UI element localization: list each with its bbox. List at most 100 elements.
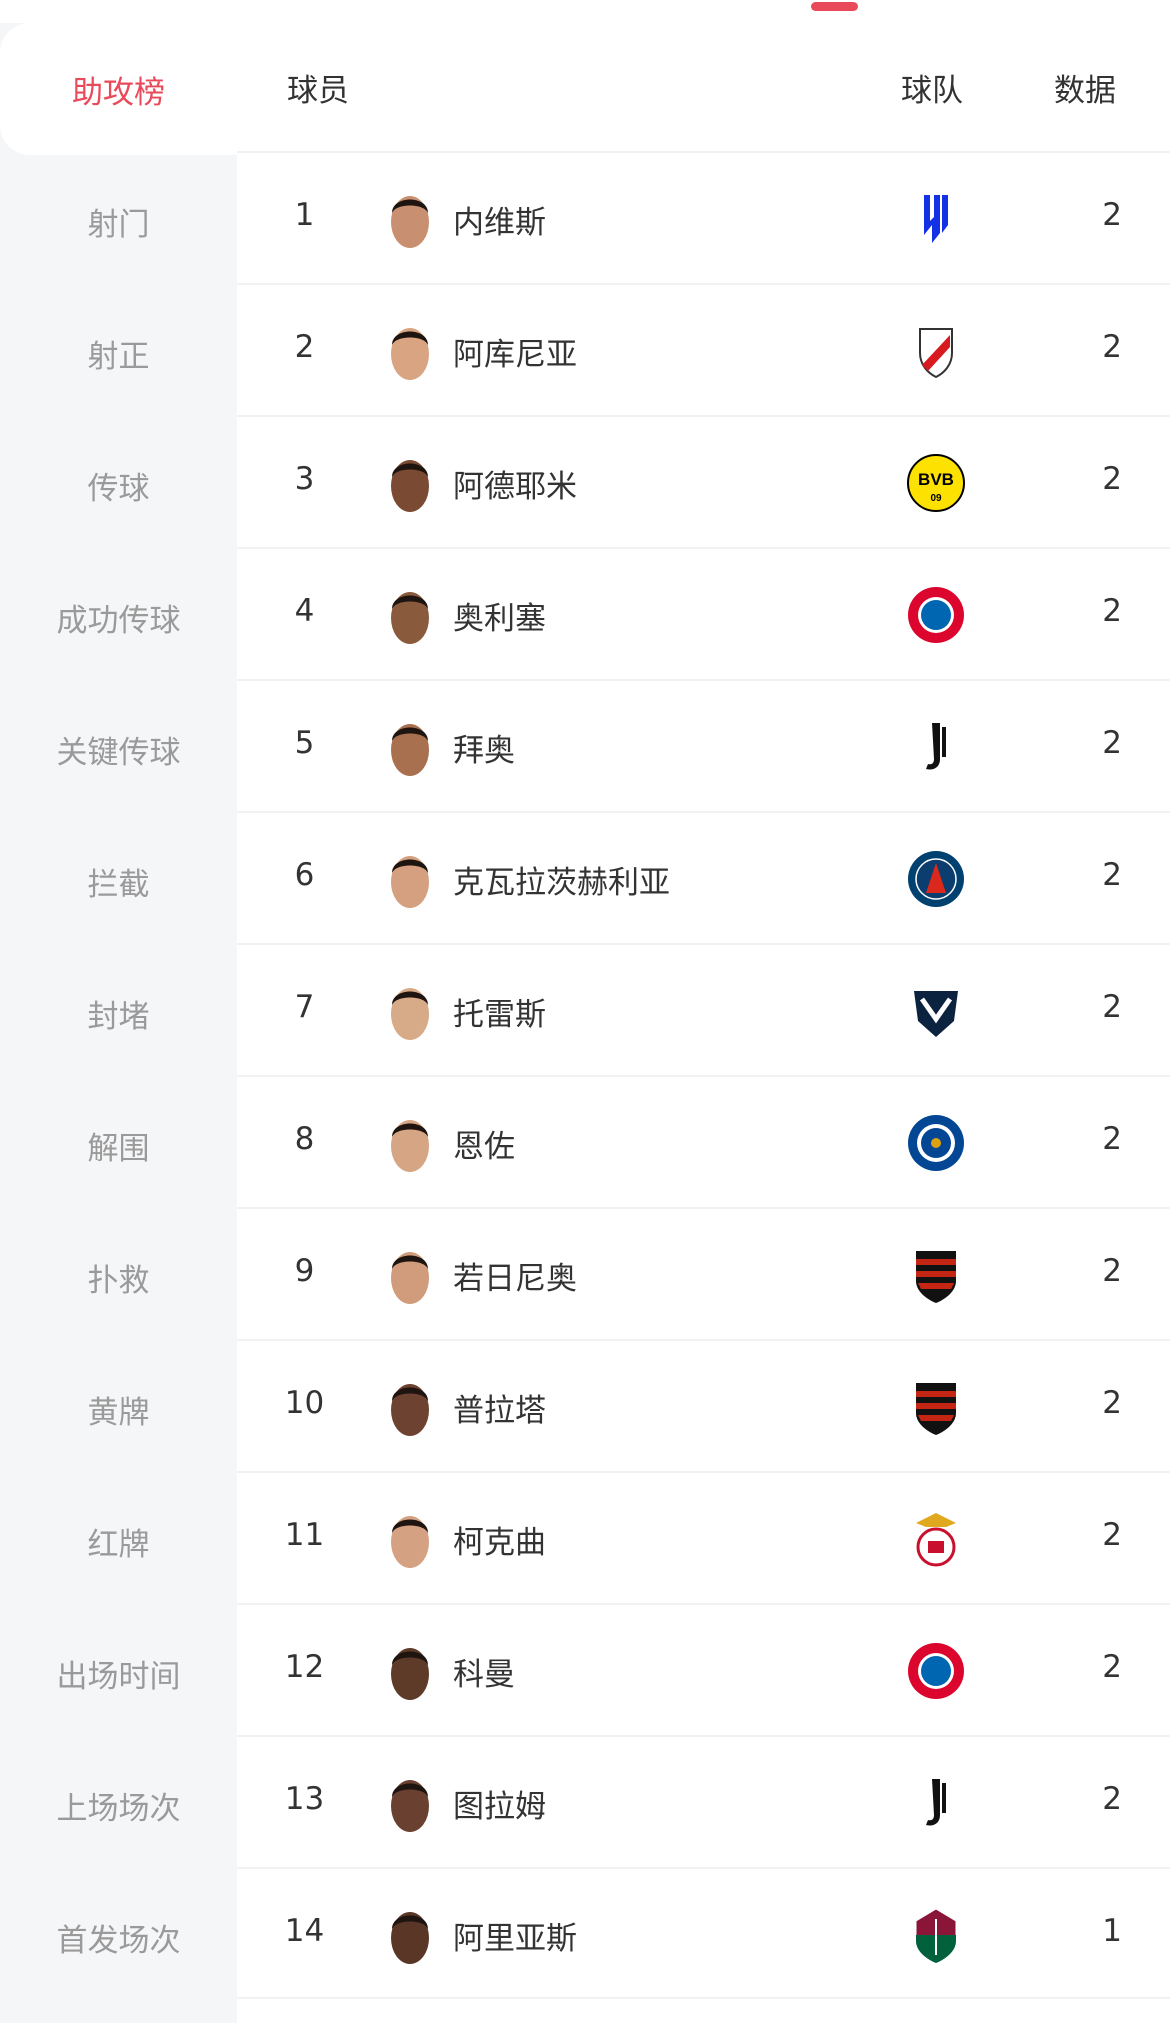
player-avatar: [388, 1773, 432, 1833]
player-name[interactable]: 克瓦拉茨赫利亚: [453, 865, 670, 901]
table-row[interactable]: 8 恩佐 2: [237, 1075, 1170, 1207]
table-row[interactable]: 5 拜奥 2: [237, 679, 1170, 811]
svg-text:BVB: BVB: [918, 470, 954, 489]
rank: 8: [294, 1121, 315, 1157]
rank: 14: [284, 1913, 325, 1949]
player-name[interactable]: 普拉塔: [453, 1393, 546, 1429]
player-avatar: [388, 849, 432, 909]
sidebar-item-13[interactable]: 上场场次: [0, 1739, 237, 1871]
psg-team-logo-icon[interactable]: [906, 849, 966, 909]
sidebar-item-2[interactable]: 射正: [0, 287, 237, 419]
rank: 5: [294, 725, 315, 761]
sidebar-item-7[interactable]: 封堵: [0, 947, 237, 1079]
sidebar-item-12[interactable]: 出场时间: [0, 1607, 237, 1739]
table-row[interactable]: 1 内维斯 2: [237, 151, 1170, 283]
sidebar-item-11[interactable]: 红牌: [0, 1475, 237, 1607]
player-name[interactable]: 若日尼奥: [453, 1261, 577, 1297]
header-player: 球员: [287, 73, 349, 109]
rank: 10: [284, 1385, 325, 1421]
player-avatar: [388, 189, 432, 249]
al-hilal-team-logo-icon[interactable]: [906, 189, 966, 249]
stat-value: 2: [1102, 725, 1122, 761]
stat-value: 2: [1102, 1253, 1122, 1289]
player-avatar: [388, 717, 432, 777]
sidebar-item-10[interactable]: 黄牌: [0, 1343, 237, 1475]
rank: 3: [294, 461, 315, 497]
table-row[interactable]: 7 托雷斯 2: [237, 943, 1170, 1075]
player-name[interactable]: 托雷斯: [453, 997, 546, 1033]
table-row[interactable]: 4 奥利塞 2: [237, 547, 1170, 679]
player-avatar: [388, 321, 432, 381]
svg-text:09: 09: [930, 493, 942, 504]
player-name[interactable]: 科曼: [453, 1657, 515, 1693]
player-name[interactable]: 恩佐: [453, 1129, 515, 1165]
flamengo-team-logo-icon[interactable]: [906, 1377, 966, 1437]
sidebar-item-9[interactable]: 扑救: [0, 1211, 237, 1343]
sidebar-item-6[interactable]: 拦截: [0, 815, 237, 947]
header-data: 数据: [1054, 73, 1116, 109]
flamengo-team-logo-icon[interactable]: [906, 1245, 966, 1305]
page-indicator: [811, 2, 858, 11]
sidebar-item-1[interactable]: 射门: [0, 155, 237, 287]
sidebar-item-4[interactable]: 成功传球: [0, 551, 237, 683]
table-row[interactable]: 6 克瓦拉茨赫利亚 2: [237, 811, 1170, 943]
table-row[interactable]: 10 普拉塔 2: [237, 1339, 1170, 1471]
rank: 6: [294, 857, 315, 893]
rank: 4: [294, 593, 315, 629]
player-avatar: [388, 1113, 432, 1173]
table-row[interactable]: 2 阿库尼亚 2: [237, 283, 1170, 415]
juventus-team-logo-icon[interactable]: [906, 717, 966, 777]
river-plate-team-logo-icon[interactable]: [906, 321, 966, 381]
player-name[interactable]: 阿德耶米: [453, 469, 577, 505]
player-name[interactable]: 图拉姆: [453, 1789, 546, 1825]
stat-value: 2: [1102, 1517, 1122, 1553]
rank: 1: [294, 197, 315, 233]
player-name[interactable]: 奥利塞: [453, 601, 546, 637]
player-avatar: [388, 1377, 432, 1437]
bayern-team-logo-icon[interactable]: [906, 1641, 966, 1701]
table-row[interactable]: 13 图拉姆 2: [237, 1735, 1170, 1867]
player-name[interactable]: 阿库尼亚: [453, 337, 577, 373]
player-avatar: [388, 981, 432, 1041]
player-avatar: [388, 1905, 432, 1965]
rank: 2: [294, 329, 315, 365]
table-row[interactable]: 9 若日尼奥 2: [237, 1207, 1170, 1339]
stat-value: 2: [1102, 197, 1122, 233]
juventus-team-logo-icon[interactable]: [906, 1773, 966, 1833]
category-sidebar: 助攻榜 射门 射正 传球 成功传球 关键传球 拦截 封堵 解围 扑救 黄牌 红牌 出场时间 上场场次 首发场…: [0, 23, 237, 2023]
table-row[interactable]: 3 阿德耶米 BVB 09 2: [237, 415, 1170, 547]
chelsea-team-logo-icon[interactable]: [906, 1113, 966, 1173]
table-row[interactable]: 14 阿里亚斯 1: [237, 1867, 1170, 1999]
player-name[interactable]: 柯克曲: [453, 1525, 546, 1561]
player-avatar: [388, 453, 432, 513]
rank: 12: [284, 1649, 325, 1685]
benfica-team-logo-icon[interactable]: [906, 1509, 966, 1569]
monterrey-team-logo-icon[interactable]: [906, 981, 966, 1041]
player-name[interactable]: 内维斯: [453, 205, 546, 241]
table-row[interactable]: 12 科曼 2: [237, 1603, 1170, 1735]
sidebar-item-14[interactable]: 首发场次: [0, 1871, 237, 2003]
sidebar-item-3[interactable]: 传球: [0, 419, 237, 551]
bayern-team-logo-icon[interactable]: [906, 585, 966, 645]
stat-value: 2: [1102, 1649, 1122, 1685]
stat-value: 1: [1102, 1913, 1122, 1949]
stat-value: 2: [1102, 1121, 1122, 1157]
player-avatar: [388, 1245, 432, 1305]
stat-value: 2: [1102, 1385, 1122, 1421]
player-avatar: [388, 1509, 432, 1569]
player-name[interactable]: 阿里亚斯: [453, 1921, 577, 1957]
table-row[interactable]: 11 柯克曲 2: [237, 1471, 1170, 1603]
sidebar-item-8[interactable]: 解围: [0, 1079, 237, 1211]
stat-value: 2: [1102, 1781, 1122, 1817]
stat-value: 2: [1102, 857, 1122, 893]
player-avatar: [388, 585, 432, 645]
sidebar-item-0[interactable]: 助攻榜: [0, 23, 237, 155]
stat-value: 2: [1102, 461, 1122, 497]
fluminense-team-logo-icon[interactable]: [906, 1905, 966, 1965]
dortmund-team-logo-icon[interactable]: BVB 09: [906, 453, 966, 513]
sidebar-item-5[interactable]: 关键传球: [0, 683, 237, 815]
rank: 11: [284, 1517, 325, 1553]
header-team: 球队: [901, 73, 963, 109]
player-name[interactable]: 拜奥: [453, 733, 515, 769]
player-avatar: [388, 1641, 432, 1701]
